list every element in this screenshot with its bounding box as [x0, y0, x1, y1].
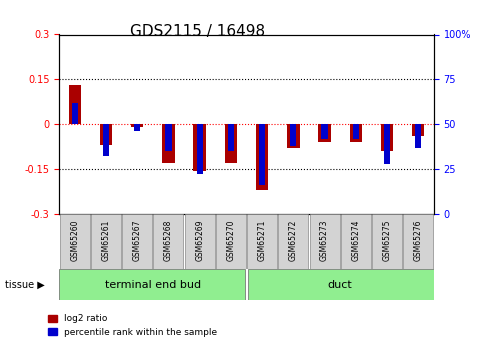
FancyBboxPatch shape [60, 214, 90, 269]
FancyBboxPatch shape [91, 214, 121, 269]
FancyBboxPatch shape [122, 214, 152, 269]
Bar [69, 85, 81, 124]
Text: GSM65267: GSM65267 [133, 219, 141, 261]
Bar [318, 124, 331, 142]
Bar [321, 124, 328, 139]
FancyBboxPatch shape [310, 214, 340, 269]
FancyBboxPatch shape [279, 214, 308, 269]
Bar [290, 124, 296, 146]
Text: GSM65273: GSM65273 [320, 219, 329, 261]
FancyBboxPatch shape [153, 214, 183, 269]
Bar [103, 124, 109, 157]
Bar [287, 124, 300, 148]
Text: GSM65270: GSM65270 [226, 219, 235, 261]
FancyBboxPatch shape [403, 214, 433, 269]
Bar [350, 124, 362, 142]
Bar [131, 124, 143, 127]
FancyBboxPatch shape [372, 214, 402, 269]
Bar [415, 124, 422, 148]
Text: GSM65268: GSM65268 [164, 219, 173, 261]
Bar [165, 124, 172, 151]
Bar [71, 103, 78, 124]
Bar [381, 124, 393, 151]
Text: GSM65271: GSM65271 [258, 219, 267, 261]
FancyBboxPatch shape [59, 269, 245, 300]
Text: GSM65274: GSM65274 [352, 219, 360, 261]
Text: terminal end bud: terminal end bud [105, 280, 201, 289]
Bar [259, 124, 265, 185]
Bar [100, 124, 112, 145]
Text: GSM65275: GSM65275 [383, 219, 391, 261]
Text: GSM65269: GSM65269 [195, 219, 204, 261]
Text: GSM65260: GSM65260 [70, 219, 79, 261]
FancyBboxPatch shape [341, 214, 371, 269]
Text: GSM65276: GSM65276 [414, 219, 423, 261]
FancyBboxPatch shape [248, 269, 434, 300]
Bar [384, 124, 390, 164]
Legend: log2 ratio, percentile rank within the sample: log2 ratio, percentile rank within the s… [44, 311, 220, 341]
Bar [228, 124, 234, 151]
Bar [412, 124, 424, 136]
Text: tissue ▶: tissue ▶ [5, 280, 45, 289]
Text: GSM65272: GSM65272 [289, 219, 298, 261]
Text: GSM65261: GSM65261 [102, 219, 110, 261]
Text: GDS2115 / 16498: GDS2115 / 16498 [130, 24, 265, 39]
Bar [134, 124, 141, 131]
Bar [197, 124, 203, 175]
FancyBboxPatch shape [216, 214, 246, 269]
FancyBboxPatch shape [185, 214, 214, 269]
Bar [193, 124, 206, 170]
FancyBboxPatch shape [247, 214, 277, 269]
Text: duct: duct [328, 280, 352, 289]
Bar [162, 124, 175, 163]
Bar [225, 124, 237, 163]
Bar [352, 124, 359, 139]
Bar [256, 124, 268, 190]
